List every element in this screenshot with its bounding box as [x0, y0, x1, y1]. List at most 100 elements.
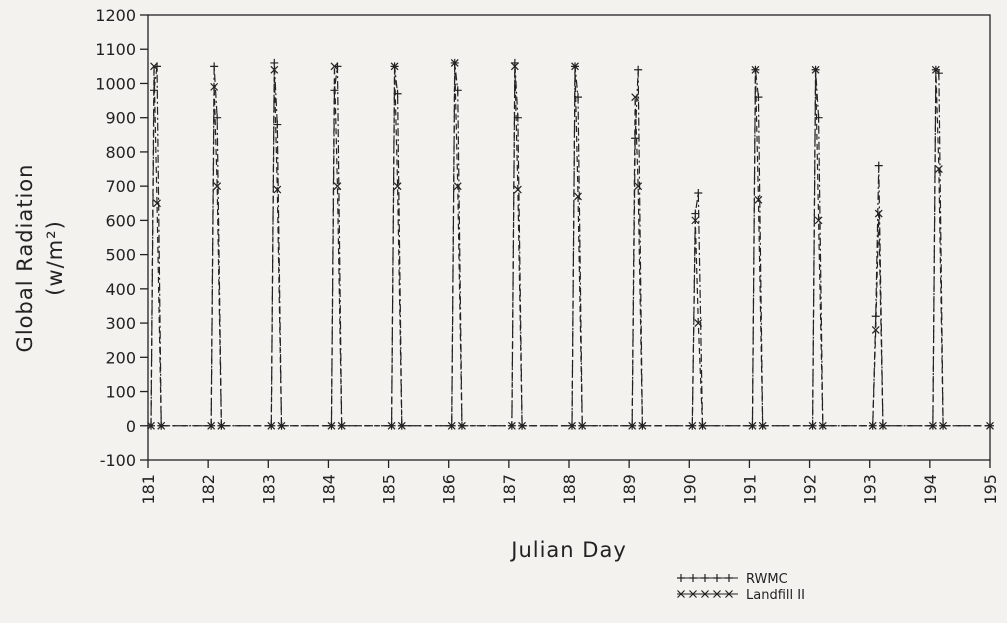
x-tick-label: 191	[740, 474, 759, 505]
y-tick-label: 600	[105, 211, 136, 230]
marker	[270, 65, 279, 74]
marker	[387, 421, 396, 430]
x-tick-label: 192	[801, 474, 820, 505]
marker	[814, 216, 823, 225]
marker	[879, 421, 887, 430]
marker	[634, 182, 643, 191]
marker	[513, 185, 522, 194]
marker	[213, 182, 222, 191]
marker	[691, 209, 700, 218]
y-tick-label: 1100	[95, 40, 136, 59]
series-line	[150, 62, 990, 427]
marker	[634, 65, 643, 74]
x-axis-title: Julian Day	[509, 538, 627, 562]
marker	[713, 574, 721, 582]
marker	[638, 421, 647, 430]
marker	[507, 421, 516, 430]
marker	[871, 325, 880, 334]
marker	[677, 590, 685, 598]
y-tick-label: 0	[126, 417, 136, 436]
marker	[928, 421, 937, 430]
x-tick-label: 182	[199, 474, 218, 505]
marker	[677, 574, 685, 582]
marker	[397, 421, 406, 430]
marker	[153, 199, 161, 208]
y-tick-label: 700	[105, 177, 136, 196]
marker	[210, 82, 219, 91]
x-tick-label: 188	[560, 474, 579, 505]
marker	[393, 182, 402, 191]
marker	[688, 421, 697, 430]
marker	[694, 319, 703, 328]
marker	[725, 590, 733, 598]
marker	[874, 161, 883, 170]
x-tick-label: 183	[259, 474, 278, 505]
x-tick-label: 190	[680, 474, 699, 505]
marker	[818, 421, 827, 430]
marker	[447, 421, 456, 430]
marker	[868, 421, 877, 430]
marker	[631, 93, 640, 102]
marker	[267, 421, 276, 430]
marker	[698, 421, 707, 430]
y-tick-label: 300	[105, 314, 136, 333]
y-tick-label: 800	[105, 143, 136, 162]
marker	[273, 120, 282, 129]
marker	[986, 421, 994, 430]
marker	[874, 209, 883, 218]
marker	[518, 421, 527, 430]
legend-label: RWMC	[746, 572, 788, 587]
legend-label: Landfill II	[746, 588, 805, 603]
marker	[751, 65, 760, 74]
marker	[337, 421, 346, 430]
marker	[574, 192, 582, 201]
x-tick-label: 193	[861, 474, 880, 505]
marker	[213, 113, 222, 122]
marker	[330, 62, 339, 71]
marker	[808, 421, 817, 430]
marker	[689, 590, 697, 598]
marker	[327, 421, 336, 430]
marker	[713, 590, 721, 598]
marker	[934, 165, 943, 173]
marker	[157, 421, 166, 430]
marker	[931, 65, 940, 74]
y-tick-label: 400	[105, 280, 136, 299]
marker	[758, 421, 767, 430]
marker	[939, 421, 948, 430]
marker	[754, 195, 763, 204]
marker	[628, 421, 637, 430]
marker	[147, 421, 155, 430]
marker	[701, 574, 709, 582]
y-tick-label: 200	[105, 348, 136, 367]
marker	[270, 58, 279, 67]
marker	[694, 189, 703, 197]
marker	[748, 421, 757, 430]
marker	[689, 574, 697, 582]
y-tick-label: 900	[105, 109, 136, 128]
x-tick-label: 189	[620, 474, 639, 505]
marker	[568, 421, 576, 430]
y-tick-label: 1200	[95, 6, 136, 25]
marker	[390, 62, 399, 71]
x-tick-label: 181	[139, 474, 158, 505]
marker	[453, 182, 462, 191]
x-tick-label: 194	[921, 474, 940, 505]
marker	[207, 421, 216, 430]
x-tick-label: 195	[981, 474, 1000, 505]
marker	[150, 62, 158, 71]
marker	[210, 62, 219, 71]
marker	[277, 421, 286, 430]
marker	[333, 182, 342, 191]
y-tick-label: 100	[105, 383, 136, 402]
marker	[725, 574, 733, 582]
y-tick-label: -100	[100, 451, 136, 470]
y-axis-title: (w/m²)	[43, 220, 67, 296]
y-tick-label: 1000	[95, 74, 136, 93]
y-axis-title: Global Radiation	[13, 164, 37, 353]
marker	[458, 421, 466, 430]
x-tick-label: 185	[380, 474, 399, 505]
marker	[811, 65, 820, 74]
x-tick-label: 184	[319, 474, 338, 505]
